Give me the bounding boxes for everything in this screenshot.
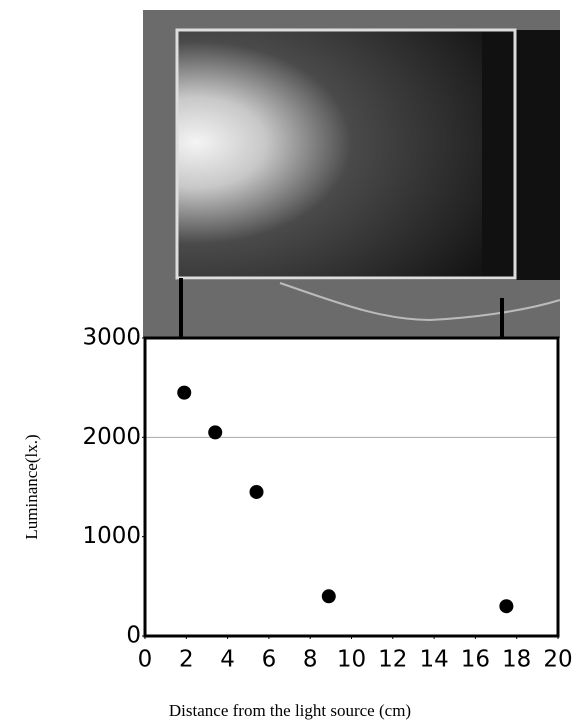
point bbox=[250, 485, 264, 499]
plot-area bbox=[145, 338, 558, 636]
x-tick-label: 0 bbox=[138, 647, 153, 673]
y-tick-label: 2000 bbox=[82, 424, 141, 450]
y-tick-label: 0 bbox=[126, 623, 141, 649]
point bbox=[177, 386, 191, 400]
x-tick-label: 8 bbox=[303, 647, 318, 673]
x-tick-label: 16 bbox=[461, 647, 490, 673]
chart: Distance from the light source (cm) Lumi… bbox=[0, 0, 579, 724]
x-tick-label: 6 bbox=[262, 647, 277, 673]
y-axis-title: Luminance(lx.) bbox=[22, 434, 41, 539]
y-tick-label: 3000 bbox=[82, 325, 141, 351]
point bbox=[499, 599, 513, 613]
x-tick-label: 4 bbox=[220, 647, 235, 673]
x-tick-label: 2 bbox=[179, 647, 194, 673]
x-tick-label: 18 bbox=[502, 647, 531, 673]
x-tick-label: 10 bbox=[337, 647, 366, 673]
x-axis-title: Distance from the light source (cm) bbox=[169, 701, 411, 720]
x-tick-label: 14 bbox=[419, 647, 448, 673]
x-tick-label: 12 bbox=[378, 647, 407, 673]
photo bbox=[143, 10, 560, 338]
point bbox=[208, 425, 222, 439]
point bbox=[322, 589, 336, 603]
x-tick-label: 20 bbox=[543, 647, 572, 673]
y-tick-label: 1000 bbox=[82, 523, 141, 549]
